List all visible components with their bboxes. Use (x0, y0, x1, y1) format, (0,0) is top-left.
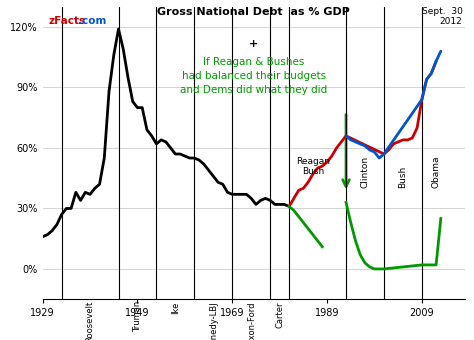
Text: Carter: Carter (275, 301, 284, 328)
Text: Clinton: Clinton (361, 156, 369, 188)
Text: If Reagan & Bushes
had balanced their budgets
and Dems did what they did: If Reagan & Bushes had balanced their bu… (180, 56, 327, 95)
Text: Bush: Bush (399, 166, 407, 188)
Text: Nixon-Ford: Nixon-Ford (247, 301, 255, 340)
Text: Roosevelt: Roosevelt (86, 301, 94, 340)
Text: +: + (249, 39, 258, 49)
Text: Gross National Debt  as % GDP: Gross National Debt as % GDP (157, 7, 350, 17)
Text: Sept.  30
2012: Sept. 30 2012 (421, 7, 463, 26)
Text: .com: .com (78, 16, 106, 26)
Text: Kennedy-LBJ: Kennedy-LBJ (209, 301, 218, 340)
Text: zFacts: zFacts (49, 16, 86, 26)
Text: Truman: Truman (133, 301, 142, 333)
Text: Obama: Obama (432, 156, 440, 188)
Text: Reagan
Bush: Reagan Bush (296, 157, 330, 176)
Text: Ike: Ike (171, 301, 180, 313)
